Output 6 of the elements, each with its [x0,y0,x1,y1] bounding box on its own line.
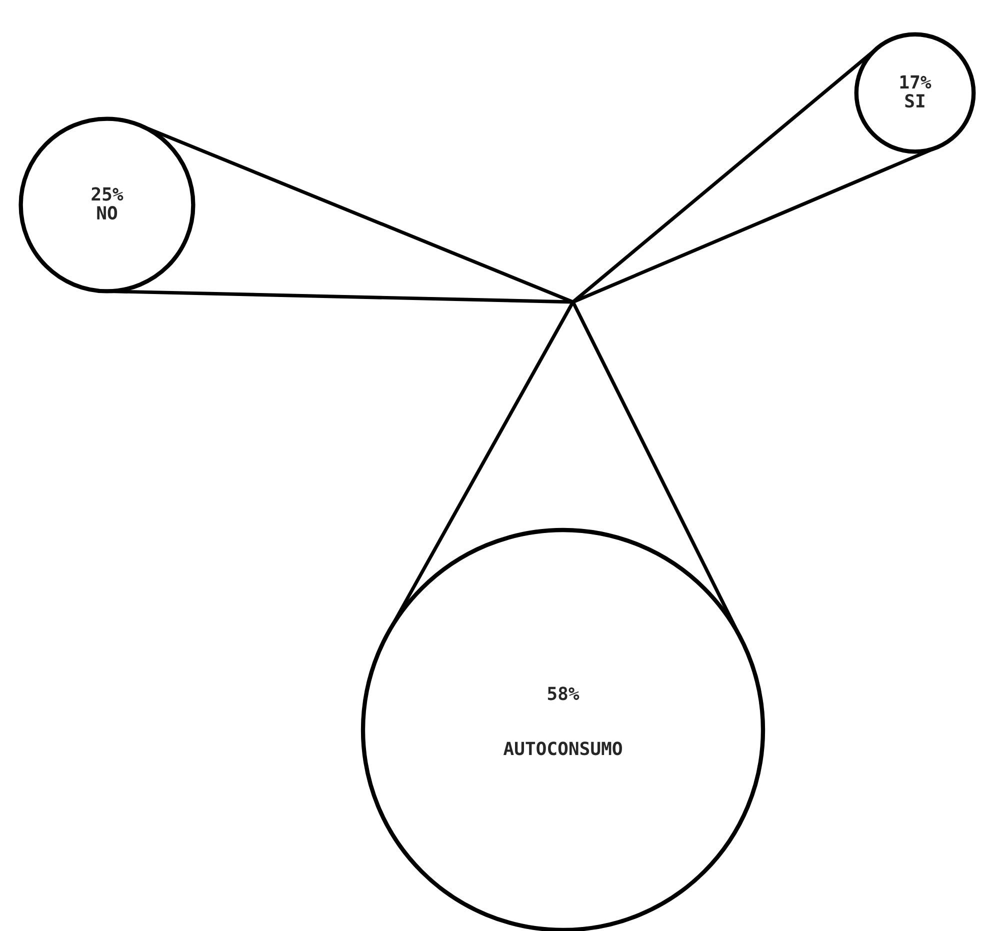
data-label: 58% [548,686,580,700]
data-label: 17% [900,75,932,89]
data-label: 25% [92,187,124,201]
category-label: NO [97,206,118,220]
category-label: AUTOCONSUMO [504,742,622,756]
category-label: SI [905,94,924,108]
